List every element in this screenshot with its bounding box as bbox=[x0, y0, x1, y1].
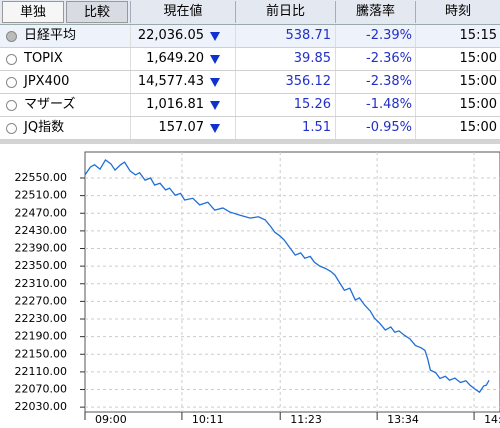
y-tick-label: 22110.00 bbox=[15, 365, 68, 378]
change: 1.51 bbox=[235, 117, 331, 139]
y-tick-label: 22270.00 bbox=[15, 294, 68, 307]
time: 15:00 bbox=[415, 117, 497, 139]
radio[interactable] bbox=[6, 54, 17, 65]
y-tick-label: 22190.00 bbox=[15, 330, 68, 343]
row-bg bbox=[0, 25, 500, 48]
time: 15:00 bbox=[415, 71, 497, 93]
y-tick-label: 22350.00 bbox=[15, 259, 68, 272]
change-rate: -2.38% bbox=[335, 71, 412, 93]
change-rate: -0.95% bbox=[335, 117, 412, 139]
y-tick-label: 22390.00 bbox=[15, 242, 68, 255]
x-tick-label: 13:34 bbox=[387, 413, 419, 426]
time: 15:15 bbox=[415, 25, 497, 47]
chart: 22030.00 22070.00 22110.00 22150.00 22190.00… bbox=[15, 151, 500, 426]
column-header: 現在値 bbox=[130, 1, 235, 23]
y-tick-label: 22550.00 bbox=[15, 171, 68, 184]
current-value: 157.07 bbox=[130, 117, 204, 139]
radio[interactable] bbox=[6, 31, 17, 42]
separator bbox=[0, 138, 500, 144]
current-value: 14,577.43 bbox=[130, 71, 204, 93]
down-arrow bbox=[210, 32, 220, 41]
down-arrow bbox=[210, 78, 220, 87]
change: 39.85 bbox=[235, 48, 331, 70]
column-header: 騰落率 bbox=[335, 1, 415, 23]
y-tick-label: 22470.00 bbox=[15, 206, 68, 219]
time: 15:00 bbox=[415, 94, 497, 116]
x-tick-label: 14: bbox=[484, 413, 500, 426]
x-tick-label: 09:00 bbox=[95, 413, 127, 426]
index-name: JQ指数 bbox=[24, 120, 65, 135]
row-bg bbox=[0, 48, 500, 71]
radio[interactable] bbox=[6, 100, 17, 111]
y-tick-label: 22030.00 bbox=[15, 400, 68, 413]
radio[interactable] bbox=[6, 123, 17, 134]
time: 15:00 bbox=[415, 48, 497, 70]
down-arrow bbox=[210, 124, 220, 133]
index-name: マザーズ bbox=[24, 97, 76, 112]
y-tick-label: 22430.00 bbox=[15, 224, 68, 237]
index-name: TOPIX bbox=[24, 51, 63, 66]
tab[interactable]: 比較 bbox=[66, 1, 128, 23]
row-bg bbox=[0, 117, 500, 140]
current-value: 1,016.81 bbox=[130, 94, 204, 116]
change: 538.71 bbox=[235, 25, 331, 47]
current-value: 22,036.05 bbox=[130, 25, 204, 47]
column-header: 前日比 bbox=[235, 1, 335, 23]
tab[interactable]: 単独 bbox=[2, 1, 64, 23]
index-name: JPX400 bbox=[24, 74, 70, 89]
change: 356.12 bbox=[235, 71, 331, 93]
column-header: 時刻 bbox=[415, 1, 500, 23]
change-rate: -2.39% bbox=[335, 25, 412, 47]
down-arrow bbox=[210, 55, 220, 64]
row-bg bbox=[0, 94, 500, 117]
change-rate: -1.48% bbox=[335, 94, 412, 116]
current-value: 1,649.20 bbox=[130, 48, 204, 70]
change: 15.26 bbox=[235, 94, 331, 116]
index-name: 日経平均 bbox=[24, 28, 77, 43]
series-line bbox=[84, 158, 490, 394]
y-tick-label: 22070.00 bbox=[15, 383, 68, 396]
plot-area bbox=[84, 151, 500, 413]
radio[interactable] bbox=[6, 77, 17, 88]
down-arrow bbox=[210, 101, 220, 110]
x-tick-label: 11:23 bbox=[290, 413, 322, 426]
y-tick-label: 22230.00 bbox=[15, 312, 68, 325]
change-rate: -2.36% bbox=[335, 48, 412, 70]
y-tick-label: 22150.00 bbox=[15, 347, 68, 360]
y-tick-label: 22510.00 bbox=[15, 189, 68, 202]
row-bg bbox=[0, 71, 500, 94]
y-tick-label: 22310.00 bbox=[15, 277, 68, 290]
x-tick-label: 10:11 bbox=[192, 413, 224, 426]
